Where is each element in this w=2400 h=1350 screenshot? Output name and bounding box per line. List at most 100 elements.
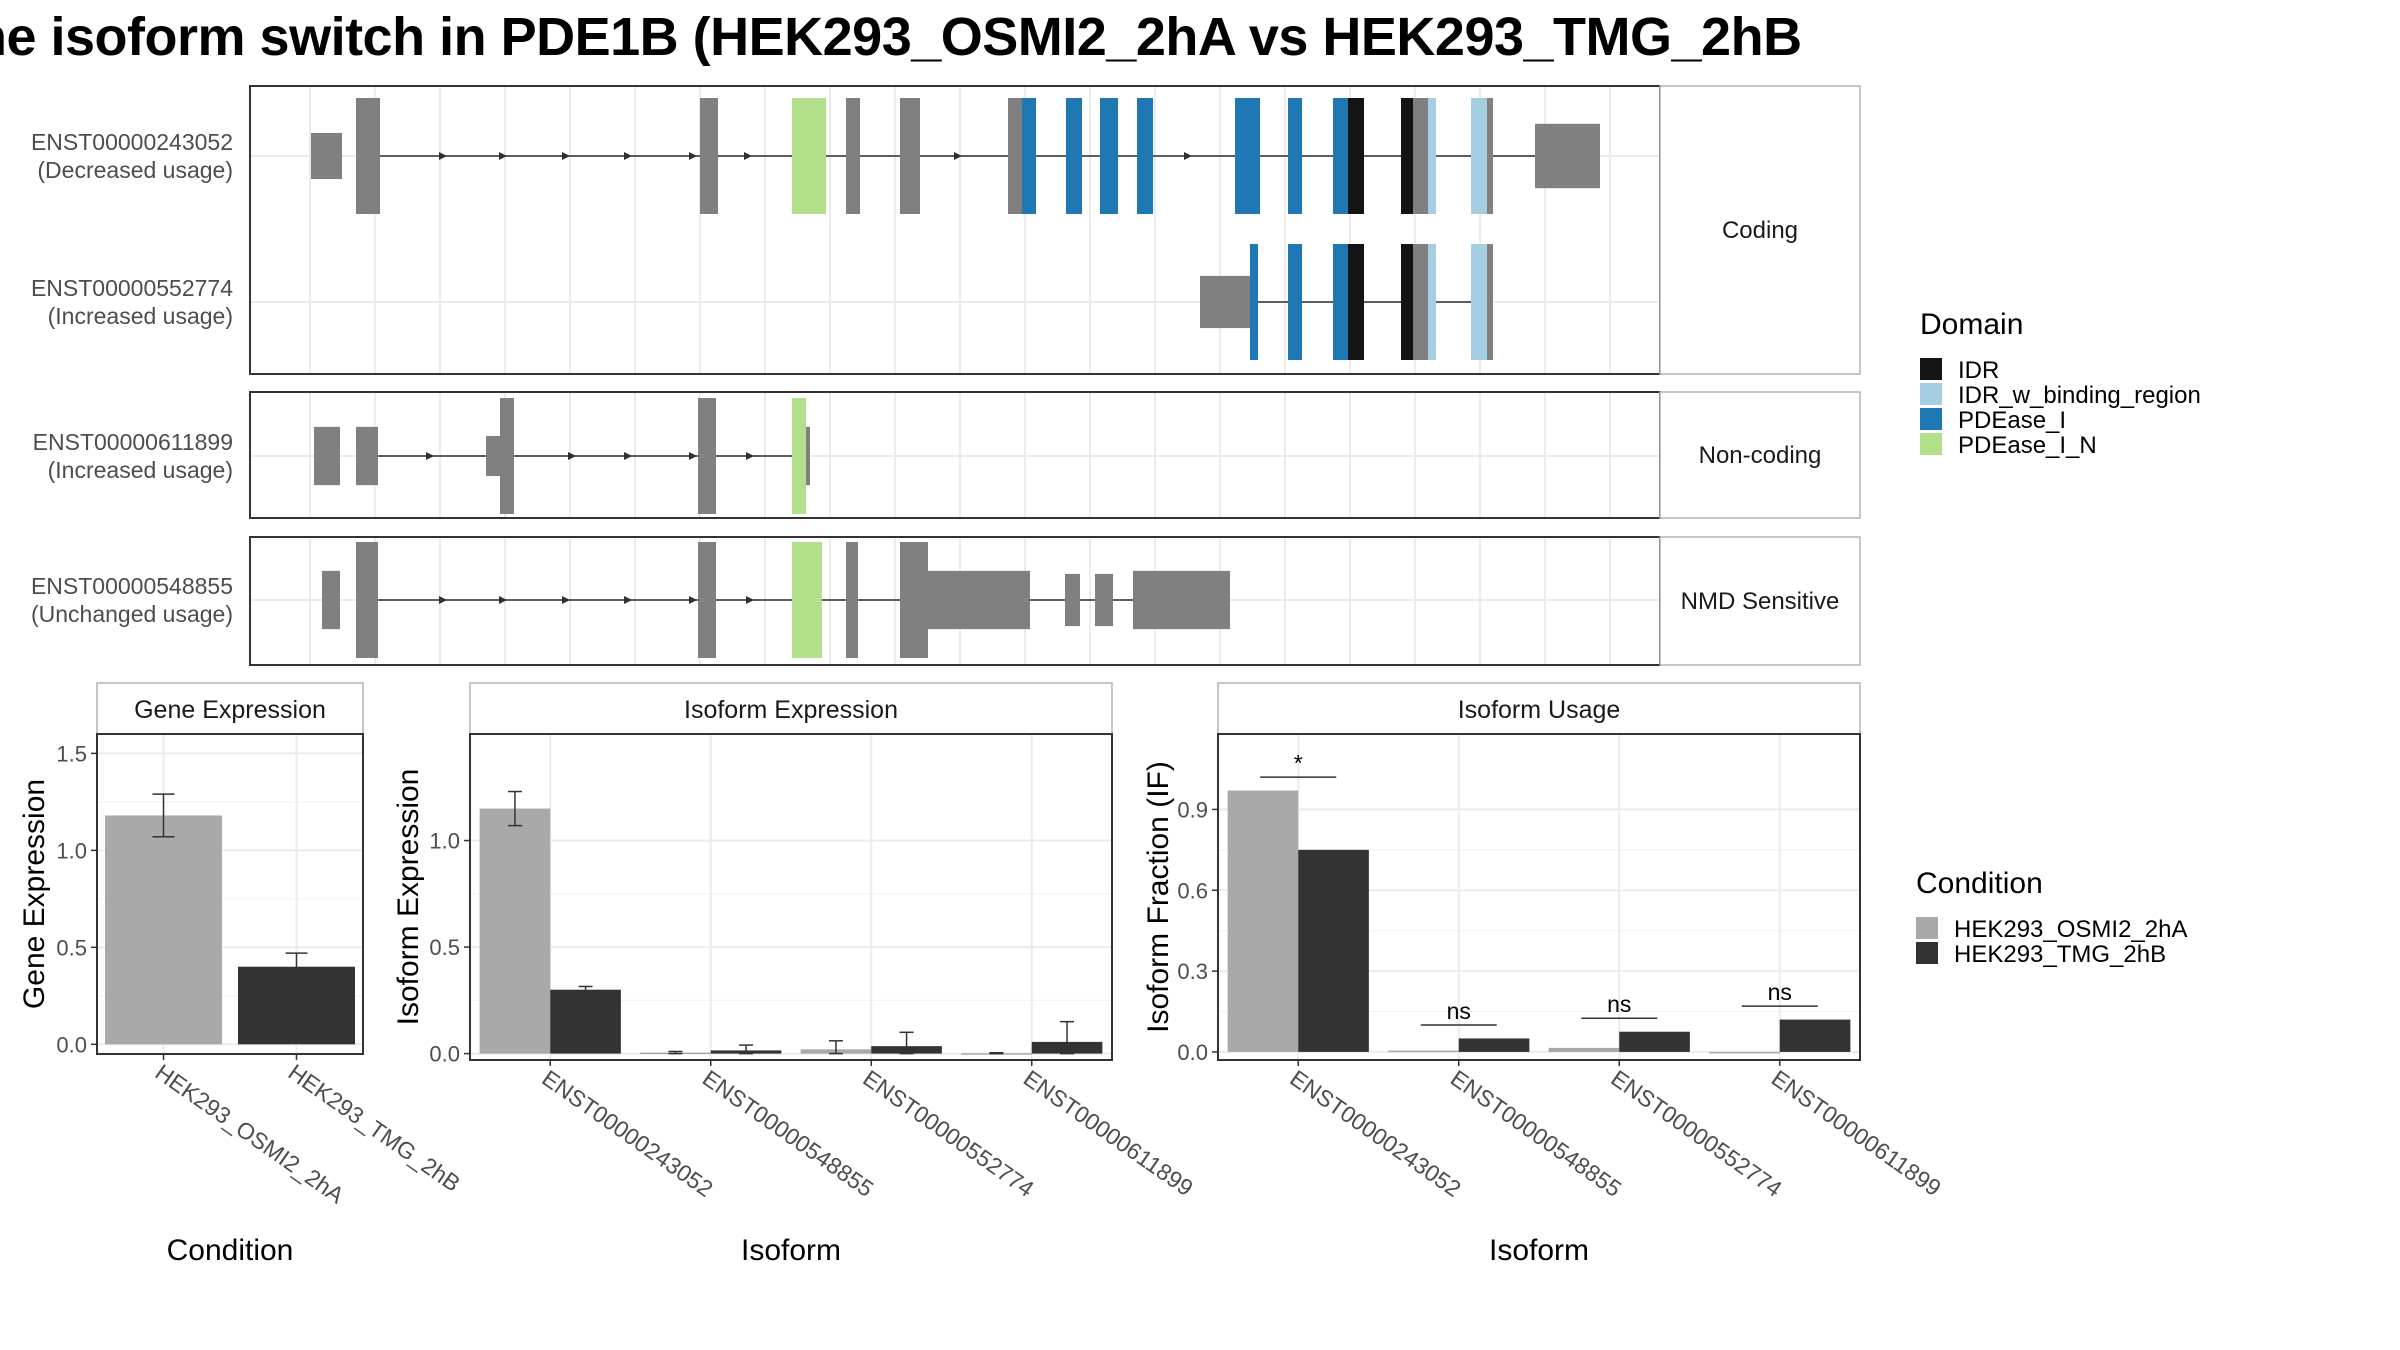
intron-arrow	[624, 596, 632, 604]
domain-segment	[1235, 98, 1260, 214]
facet-strip-title: Isoform Usage	[1458, 696, 1621, 724]
domain-segment	[1428, 244, 1436, 360]
exon-block	[700, 98, 718, 214]
figure-title: he isoform switch in PDE1B (HEK293_OSMI2…	[0, 7, 1802, 67]
bar	[550, 989, 621, 1054]
legend-domain-label: IDR_w_binding_region	[1958, 382, 2201, 409]
legend-condition-label: HEK293_OSMI2_2hA	[1954, 916, 2187, 943]
transcript-usage: (Decreased usage)	[37, 157, 233, 183]
y-tick-label: 1.0	[56, 838, 87, 863]
x-tick-label: ENST00000552774	[858, 1065, 1039, 1202]
y-tick-label: 0.9	[1177, 797, 1208, 822]
domain-segment	[792, 398, 806, 514]
plot-panel-border	[469, 733, 1113, 1061]
bar	[1227, 790, 1299, 1052]
legend-condition-swatch	[1916, 942, 1938, 964]
x-tick-label: ENST00000548855	[1446, 1065, 1626, 1202]
domain-segment	[792, 98, 826, 214]
intron-arrow	[426, 452, 434, 460]
domain-segment	[1333, 244, 1348, 360]
intron-arrow	[689, 152, 697, 160]
bar	[1458, 1038, 1530, 1052]
x-tick-label: ENST00000548855	[698, 1065, 878, 1202]
domain-segment	[1288, 244, 1302, 360]
significance-label: ns	[1447, 998, 1471, 1024]
panel-strip-label: NMD Sensitive	[1681, 588, 1840, 615]
intron-arrow	[746, 452, 754, 460]
domain-segment	[1250, 244, 1258, 360]
transcript-usage: (Increased usage)	[48, 303, 233, 329]
exon-block	[322, 570, 340, 630]
facet-strip	[96, 682, 364, 735]
exon-block	[900, 98, 920, 214]
exon-block	[1535, 123, 1600, 189]
domain-segment	[1348, 244, 1364, 360]
domain-segment	[1471, 98, 1487, 214]
y-tick-label: 0.0	[1177, 1040, 1208, 1065]
legend-domain-label: IDR	[1958, 357, 1999, 384]
x-tick-label: ENST00000552774	[1606, 1065, 1787, 1202]
intron-arrow	[624, 452, 632, 460]
x-axis-title: Isoform	[1489, 1234, 1589, 1267]
intron-arrow	[568, 452, 576, 460]
domain-segment	[1022, 98, 1036, 214]
bar	[1298, 849, 1369, 1052]
exon-block	[356, 98, 380, 214]
legend-condition-label: HEK293_TMG_2hB	[1954, 941, 2166, 968]
exon-block	[1487, 98, 1493, 214]
domain-segment	[792, 542, 822, 658]
domain-segment	[1348, 98, 1364, 214]
legend-domain-swatch	[1920, 433, 1942, 455]
bar	[104, 815, 223, 1045]
x-tick-label: ENST00000243052	[1285, 1065, 1465, 1202]
domain-segment	[1066, 98, 1082, 214]
intron-arrow	[499, 152, 507, 160]
y-tick-label: 0.6	[1177, 878, 1208, 903]
exon-block	[1413, 98, 1428, 214]
transcript-id: ENST00000548855	[31, 573, 233, 599]
domain-segment	[1137, 98, 1153, 214]
transcript-usage: (Increased usage)	[48, 457, 233, 483]
transcript-id: ENST00000611899	[33, 429, 233, 455]
domain-segment	[1471, 244, 1487, 360]
bar	[1548, 1047, 1620, 1052]
y-tick-label: 0.5	[429, 935, 460, 960]
bar	[1779, 1019, 1851, 1052]
exon-block	[311, 132, 342, 180]
exon-block	[900, 542, 928, 658]
transcript-usage: (Unchanged usage)	[31, 601, 233, 627]
intron-arrow	[744, 152, 752, 160]
plot-panel-border	[1217, 733, 1861, 1061]
panel-strip	[1659, 536, 1861, 666]
legend-condition-swatch	[1916, 917, 1938, 939]
exon-block	[314, 426, 340, 486]
legend-domain-swatch	[1920, 408, 1942, 430]
x-tick-label: ENST00000611899	[1019, 1065, 1198, 1201]
track-panel-bg	[250, 86, 1660, 374]
intron-arrow	[499, 596, 507, 604]
x-axis-title: Condition	[167, 1234, 294, 1267]
exon-block	[806, 426, 810, 486]
intron-arrow	[689, 452, 697, 460]
plot-panel-border	[96, 733, 364, 1055]
panel-strip-label: Non-coding	[1699, 442, 1822, 469]
exon-block	[356, 542, 378, 658]
legend-domain-title: Domain	[1920, 308, 2023, 341]
exon-block	[928, 570, 1030, 630]
exon-block	[1487, 244, 1493, 360]
exon-block	[1008, 98, 1022, 214]
y-tick-label: 1.0	[429, 829, 460, 854]
facet-strip	[1217, 682, 1861, 735]
facet-strip-title: Isoform Expression	[684, 696, 898, 724]
exon-block	[486, 435, 500, 477]
y-axis-title: Isoform Fraction (IF)	[1142, 761, 1175, 1033]
exon-block	[846, 98, 860, 214]
exon-block	[356, 426, 378, 486]
legend-domain-label: PDEase_I_N	[1958, 432, 2097, 459]
exon-block	[1065, 573, 1080, 627]
intron-arrow	[746, 596, 754, 604]
y-tick-label: 1.5	[56, 741, 87, 766]
y-tick-label: 0.3	[1177, 959, 1208, 984]
intron-arrow	[1184, 152, 1192, 160]
